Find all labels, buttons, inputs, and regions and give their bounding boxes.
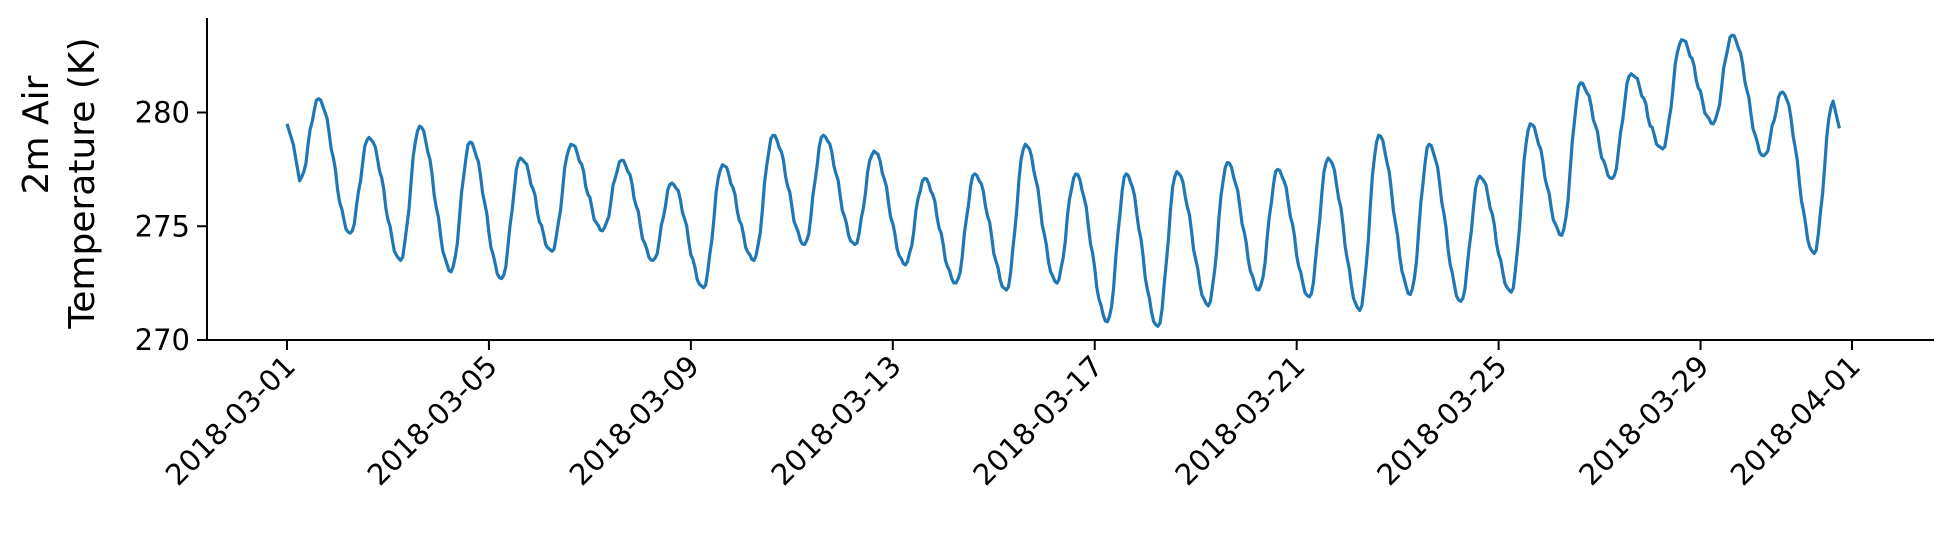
x-tick-label: 2018-03-05 (361, 349, 504, 492)
x-tick-label: 2018-03-09 (563, 349, 706, 492)
y-tick-label: 280 (135, 96, 190, 130)
x-tick-label: 2018-03-29 (1572, 349, 1715, 492)
y-tick-label: 275 (135, 209, 190, 243)
y-axis-label-line-2: Temperature (K) (62, 37, 103, 329)
x-tick-label: 2018-03-21 (1168, 349, 1311, 492)
y-axis-label: 2m Air Temperature (K) (16, 37, 103, 329)
x-tick-label: 2018-03-17 (966, 349, 1109, 492)
x-tick-label: 2018-03-25 (1370, 349, 1513, 492)
y-axis-ticks: 270 275 280 (135, 96, 207, 357)
x-tick-label: 2018-03-01 (159, 349, 302, 492)
y-axis-label-line-1: 2m Air (16, 75, 57, 194)
series-line (285, 33, 1841, 328)
x-axis-ticks: 2018-03-01 2018-03-05 2018-03-09 2018-03-13… (159, 340, 1867, 492)
x-tick-label: 2018-03-13 (765, 349, 908, 492)
x-tick-label: 2018-04-01 (1724, 349, 1867, 492)
y-tick-label: 270 (135, 323, 190, 357)
